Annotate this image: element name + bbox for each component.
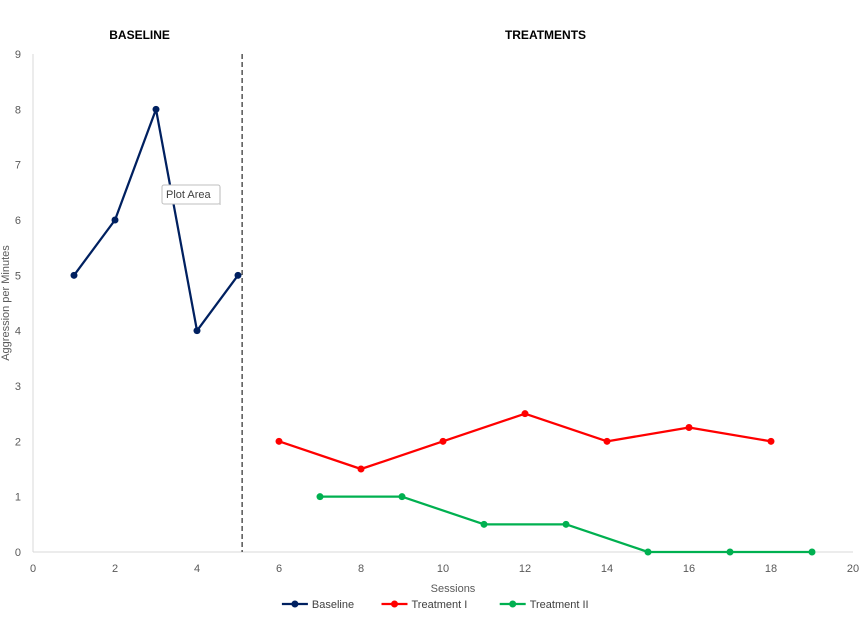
series-line xyxy=(73,108,239,332)
series-line xyxy=(278,412,772,471)
data-point xyxy=(644,548,652,556)
y-tick-label: 2 xyxy=(15,436,21,448)
data-point xyxy=(562,520,570,528)
series-layer xyxy=(70,105,816,556)
x-tick-label: 18 xyxy=(765,563,777,575)
x-tick-label: 2 xyxy=(112,563,118,575)
x-tick-label: 16 xyxy=(683,563,695,575)
legend: Baseline Treatment I Treatment II xyxy=(281,599,589,611)
tooltip-label: Plot Area xyxy=(166,189,212,201)
data-point xyxy=(480,520,488,528)
x-tick-label: 0 xyxy=(30,563,36,575)
legend-swatch-marker xyxy=(391,600,398,608)
data-point xyxy=(234,271,242,279)
data-point xyxy=(152,105,160,113)
x-tick-label: 4 xyxy=(194,563,200,575)
series-baseline xyxy=(70,105,242,335)
legend-item: Treatment II xyxy=(499,599,589,611)
legend-label: Baseline xyxy=(312,599,354,611)
data-point xyxy=(275,437,283,445)
data-point xyxy=(767,437,775,445)
series-treatment-i xyxy=(275,410,775,473)
data-point xyxy=(398,493,406,501)
x-tick-label: 6 xyxy=(276,563,282,575)
y-tick-label: 8 xyxy=(15,104,21,116)
y-tick-label: 9 xyxy=(15,49,21,61)
series-treatment-ii xyxy=(316,493,816,556)
x-tick-label: 14 xyxy=(601,563,613,575)
y-tick-label: 6 xyxy=(15,215,21,227)
phase-label: TREATMENTS xyxy=(505,28,586,42)
legend-label: Treatment II xyxy=(530,599,589,611)
data-point xyxy=(357,465,365,473)
legend-item: Treatment I xyxy=(381,599,468,611)
data-point xyxy=(603,437,611,445)
legend-item: Baseline xyxy=(281,599,354,611)
legend-label: Treatment I xyxy=(412,599,468,611)
y-tick-label: 1 xyxy=(15,492,21,504)
x-tick-label: 12 xyxy=(519,563,531,575)
y-tick-label: 5 xyxy=(15,270,21,282)
y-tick-label: 3 xyxy=(15,381,21,393)
x-axis-title: Sessions xyxy=(431,583,476,595)
data-point xyxy=(808,548,816,556)
phase-label: BASELINE xyxy=(109,28,170,42)
legend-swatch-marker xyxy=(509,600,517,608)
y-tick-label: 7 xyxy=(15,160,21,172)
data-point xyxy=(685,424,693,431)
legend-swatch-marker xyxy=(291,600,299,608)
x-tick-label: 10 xyxy=(437,563,449,575)
data-point xyxy=(70,271,78,279)
data-point xyxy=(193,327,201,335)
y-tick-label: 4 xyxy=(15,326,21,338)
x-tick-label: 20 xyxy=(847,563,859,575)
data-point xyxy=(726,548,734,556)
phase-divider: BASELINE TREATMENTS xyxy=(109,28,586,552)
data-point xyxy=(521,410,529,418)
data-point xyxy=(111,216,119,224)
plot-area-tooltip: Plot Area xyxy=(161,184,221,205)
x-tick-label: 8 xyxy=(358,563,364,575)
y-axis-title: Aggression per Minutes xyxy=(0,245,12,361)
data-point xyxy=(316,493,324,501)
data-point xyxy=(439,437,447,445)
y-tick-label: 0 xyxy=(15,547,21,559)
